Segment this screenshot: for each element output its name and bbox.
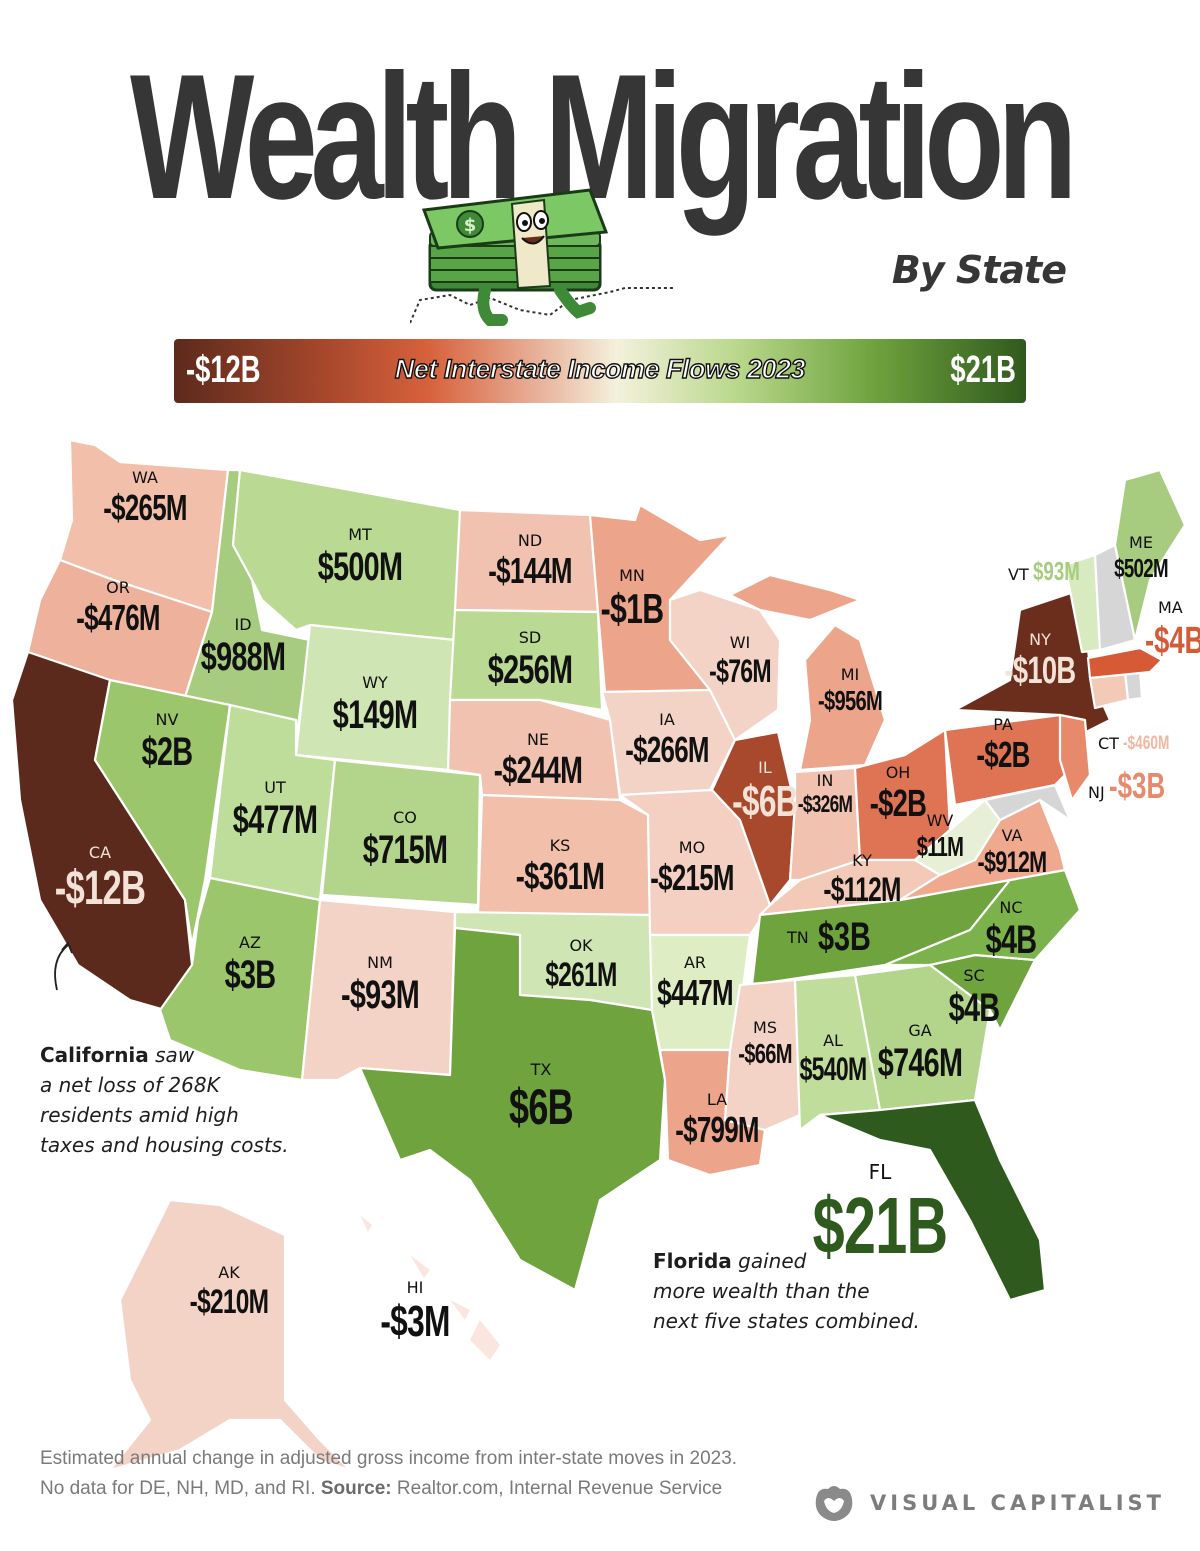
state-shape-il[interactable] bbox=[710, 730, 797, 907]
legend-title: Net Interstate Income Flows 2023 bbox=[394, 353, 806, 384]
state-shape-sd[interactable] bbox=[448, 608, 604, 712]
state-value-ma: -$4B bbox=[1145, 620, 1200, 662]
state-shape-ak[interactable] bbox=[108, 1198, 352, 1472]
state-label-id: ID $988M bbox=[200, 615, 286, 679]
state-code-ma: MA bbox=[1158, 598, 1183, 617]
state-label-ms: MS -$66M bbox=[738, 1018, 792, 1069]
state-label-ky: KY -$112M bbox=[823, 851, 901, 909]
state-label-pa: PA -$2B bbox=[976, 715, 1030, 775]
state-shape-me[interactable] bbox=[1113, 468, 1187, 642]
state-shape-mi-up[interactable] bbox=[728, 573, 862, 622]
state-label-hi: HI -$3M bbox=[380, 1278, 450, 1346]
state-label-mi: MI -$956M bbox=[817, 665, 883, 716]
state-shape-fl[interactable] bbox=[818, 1098, 1047, 1302]
state-label-wi: WI -$76M bbox=[709, 633, 771, 689]
state-label-mo: MO -$215M bbox=[650, 838, 734, 898]
state-label-vt: VT $93M bbox=[1008, 556, 1081, 586]
brand-name: VISUAL CAPITALIST bbox=[870, 1491, 1166, 1515]
state-value-tn: $3B bbox=[818, 915, 871, 959]
state-label-or: OR -$476M bbox=[76, 578, 160, 638]
state-label-nv: NV $2B bbox=[141, 710, 193, 774]
legend-min-label: -$12B bbox=[186, 349, 261, 391]
state-label-sc: SC $4B bbox=[948, 966, 1000, 1030]
state-label-il: IL -$6B bbox=[732, 758, 799, 826]
state-label-ar: AR $447M bbox=[657, 953, 733, 1013]
state-label-in: IN -$326M bbox=[797, 771, 853, 818]
svg-text:$: $ bbox=[464, 215, 477, 236]
state-label-nd: ND -$144M bbox=[488, 531, 572, 591]
state-label-wy: WY $149M bbox=[332, 673, 418, 737]
state-label-ia: IA -$266M bbox=[625, 710, 709, 770]
state-label-sd: SD $256M bbox=[487, 628, 573, 692]
state-label-wv: WV $11M bbox=[916, 811, 964, 862]
state-label-ga: GA $746M bbox=[877, 1021, 963, 1085]
state-label-nj: NJ -$3B bbox=[1088, 765, 1166, 806]
state-label-va: VA -$912M bbox=[977, 826, 1048, 879]
state-shape-tx[interactable] bbox=[358, 926, 667, 1292]
state-label-mt: MT $500M bbox=[317, 525, 403, 589]
money-stack-mascot-icon: $ bbox=[410, 188, 675, 326]
state-label-me: ME $502M bbox=[1114, 533, 1168, 583]
state-shape-ma[interactable] bbox=[1086, 646, 1164, 680]
state-label-la: LA -$799M bbox=[675, 1090, 759, 1150]
state-label-ut: UT $477M bbox=[232, 778, 318, 842]
state-label-ct: CT -$460M bbox=[1098, 733, 1170, 754]
legend-max-label: $21B bbox=[950, 349, 1016, 391]
california-annotation: California saw a net loss of 268K reside… bbox=[40, 1043, 289, 1157]
state-label-oh: OH -$2B bbox=[869, 763, 927, 825]
state-label-co: CO $715M bbox=[362, 808, 448, 872]
state-label-ny: NY -$10B bbox=[1004, 630, 1077, 692]
state-shape-nc[interactable] bbox=[883, 868, 1082, 967]
state-label-az: AZ $3B bbox=[224, 933, 276, 997]
color-scale-legend: -$12B Net Interstate Income Flows 2023 $… bbox=[174, 339, 1026, 403]
state-label-ca: CA -$12B bbox=[54, 843, 146, 915]
brand-logo[interactable]: VISUAL CAPITALIST bbox=[812, 1483, 1165, 1523]
state-label-mn: MN -$1B bbox=[600, 566, 664, 632]
footer-source-line: No data for DE, NH, MD, and RI. Source: … bbox=[40, 1478, 723, 1499]
state-label-nc: NC $4B bbox=[985, 898, 1037, 962]
state-shape-hi[interactable] bbox=[360, 1215, 500, 1360]
state-label-wa: WA -$265M bbox=[103, 468, 187, 528]
state-shape-nj[interactable] bbox=[1058, 713, 1092, 802]
state-code-tn: TN bbox=[787, 928, 809, 947]
state-label-al: AL $540M bbox=[799, 1031, 868, 1087]
state-label-fl: FL $21B bbox=[812, 1160, 949, 1270]
florida-annotation: Florida gained more wealth than the next… bbox=[653, 1249, 920, 1333]
state-shape-wi[interactable] bbox=[668, 588, 782, 742]
state-label-nm: NM -$93M bbox=[340, 953, 420, 1017]
state-label-ne: NE -$244M bbox=[493, 730, 583, 792]
page-subtitle: By State bbox=[891, 248, 1067, 292]
state-label-ak-text: AK -$210M bbox=[189, 1263, 269, 1321]
state-shape-ga[interactable] bbox=[853, 963, 992, 1112]
page-title: Wealth Migration bbox=[130, 37, 1078, 236]
footer-notes: Estimated annual change in adjusted gros… bbox=[40, 1444, 737, 1504]
footer-methodology: Estimated annual change in adjusted gros… bbox=[40, 1448, 738, 1469]
state-label-tx: TX $6B bbox=[509, 1060, 574, 1135]
state-shape-mi[interactable] bbox=[798, 623, 887, 772]
visual-capitalist-logo-icon bbox=[815, 1486, 853, 1521]
state-label-ks: KS -$361M bbox=[515, 836, 605, 898]
state-label-ok: OK $261M bbox=[545, 936, 617, 994]
